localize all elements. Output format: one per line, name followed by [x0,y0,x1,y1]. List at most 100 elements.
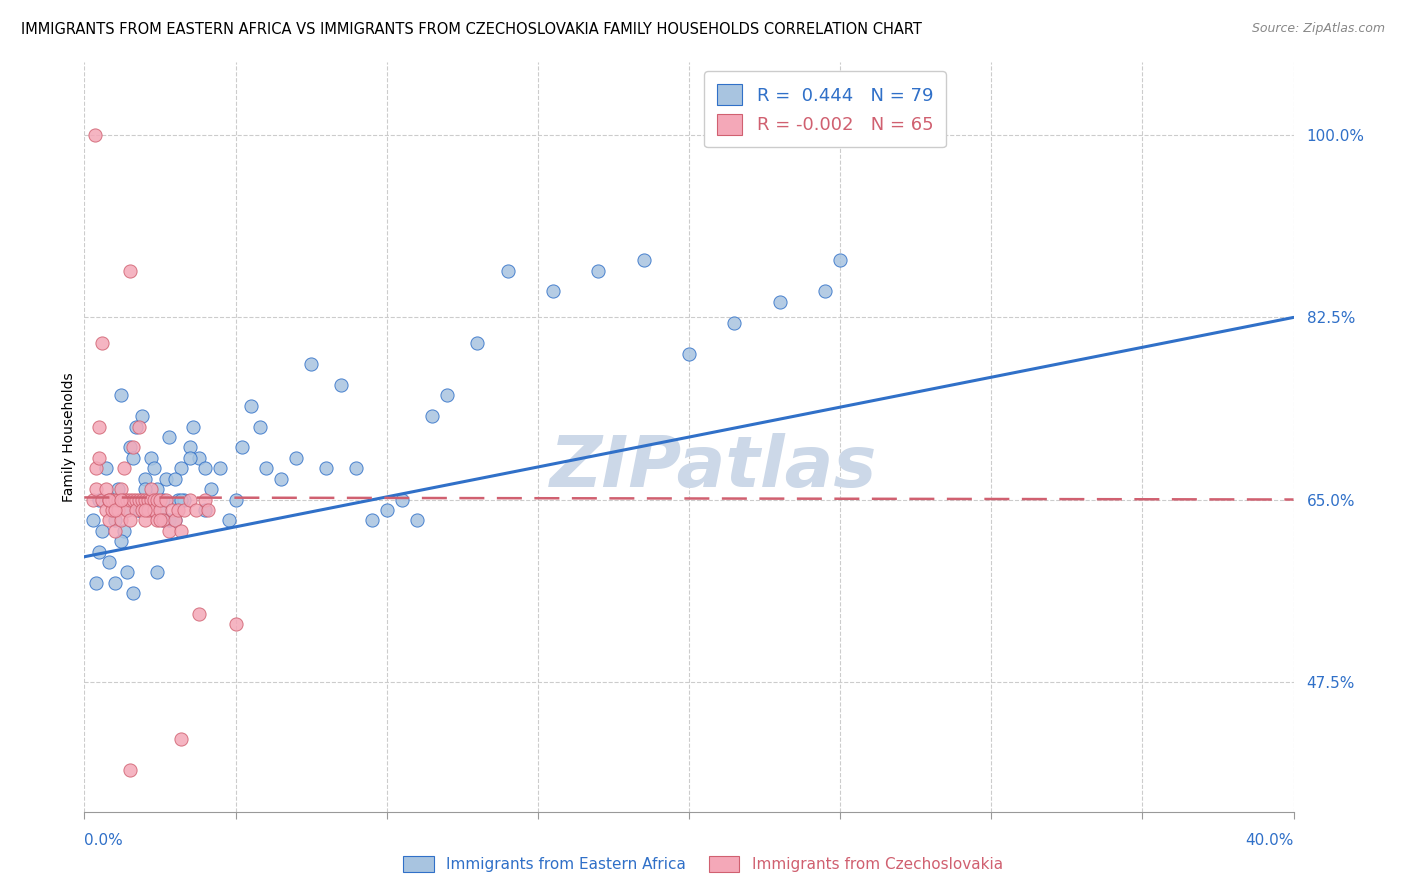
Point [121,450,143,465]
Point [121,586,143,600]
Point [89,492,111,507]
Point [225,492,247,507]
Point [155,492,177,507]
Point [125,503,148,517]
Point [121,492,143,507]
Point [139,492,162,507]
Point [136,503,159,517]
Point [181,419,204,434]
Point [467,336,489,351]
Point [104,513,127,527]
Point [239,399,262,413]
Point [110,534,132,549]
Point [97,492,120,507]
Point [270,472,292,486]
Point [94,482,117,496]
Point [173,503,195,517]
Point [118,492,141,507]
Point [146,513,169,527]
Point [194,492,217,507]
Point [100,492,122,507]
Point [97,513,120,527]
Point [406,513,429,527]
Point [170,731,193,746]
Point [209,461,232,475]
Point [375,503,398,517]
Point [146,566,169,580]
Point [134,492,156,507]
Point [110,492,132,507]
Point [157,524,180,538]
Point [134,503,156,517]
Point [86,575,108,590]
Point [86,461,108,475]
Point [115,503,138,517]
Point [91,336,114,351]
Point [170,492,193,507]
Point [723,316,745,330]
Point [118,263,141,277]
Point [112,524,135,538]
Point [91,524,114,538]
Point [118,763,141,777]
Text: ZIPatlas: ZIPatlas [550,433,877,501]
Point [128,503,150,517]
Point [188,607,211,621]
Point [149,503,172,517]
Text: 40.0%: 40.0% [1246,833,1294,848]
Point [200,482,222,496]
Point [830,253,852,268]
Point [89,419,111,434]
Point [391,492,413,507]
Point [249,419,271,434]
Point [157,430,180,444]
Point [97,555,120,569]
Point [769,294,792,309]
Point [131,492,153,507]
Point [136,492,159,507]
Point [165,513,187,527]
Point [134,472,156,486]
Point [110,482,132,496]
Point [146,492,169,507]
Point [125,492,148,507]
Point [142,492,165,507]
Point [167,492,190,507]
Point [82,513,104,527]
Point [149,513,172,527]
Point [420,409,443,424]
Point [330,378,353,392]
Point [112,461,135,475]
Point [186,503,208,517]
Point [146,482,169,496]
Point [346,461,368,475]
Point [94,461,117,475]
Point [91,492,114,507]
Point [165,513,187,527]
Point [285,450,308,465]
Point [315,461,337,475]
Point [100,492,122,507]
Point [814,285,837,299]
Point [170,524,193,538]
Text: IMMIGRANTS FROM EASTERN AFRICA VS IMMIGRANTS FROM CZECHOSLOVAKIA FAMILY HOUSEHOL: IMMIGRANTS FROM EASTERN AFRICA VS IMMIGR… [21,22,922,37]
Legend: R =  0.444   N = 79, R = -0.002   N = 65: R = 0.444 N = 79, R = -0.002 N = 65 [704,71,946,147]
Point [115,492,138,507]
Point [82,492,104,507]
Point [152,513,174,527]
Text: Source: ZipAtlas.com: Source: ZipAtlas.com [1251,22,1385,36]
Point [121,441,143,455]
Point [136,492,159,507]
Point [678,347,700,361]
Point [254,461,277,475]
Point [128,503,150,517]
Point [588,263,610,277]
Point [496,263,519,277]
Point [107,492,129,507]
Point [118,513,141,527]
Point [110,513,132,527]
Point [107,482,129,496]
Point [179,441,201,455]
Point [128,419,150,434]
Point [107,503,129,517]
